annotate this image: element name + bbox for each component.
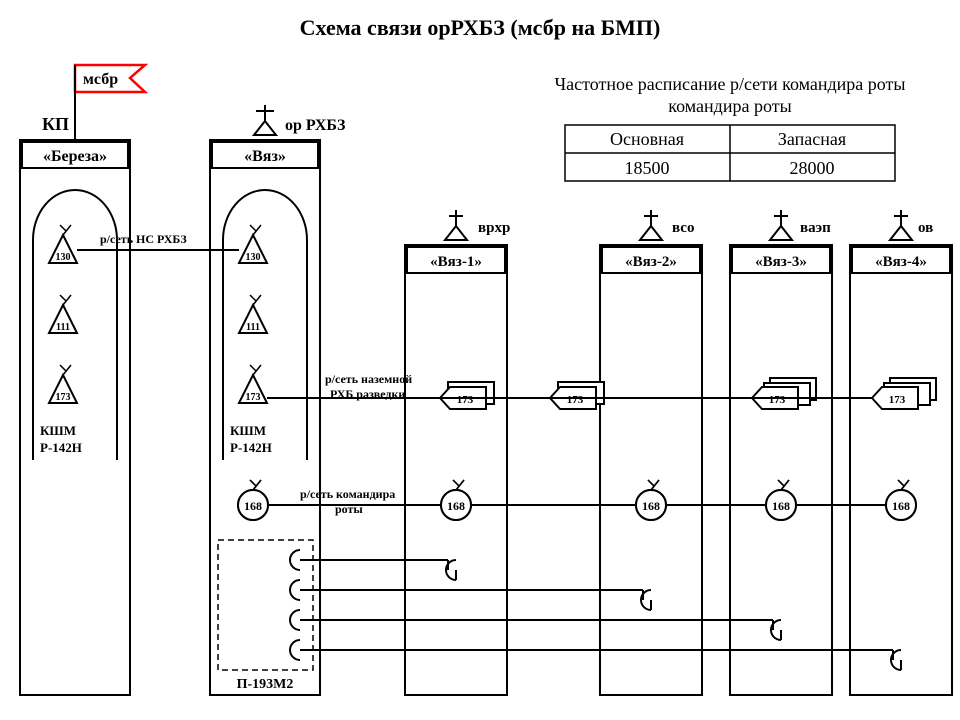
vyaz-name: «Вяз» (244, 148, 286, 165)
freq-caption-2: командира роты (668, 96, 791, 116)
switch-label: П-193М2 (237, 677, 294, 692)
top-marker-icon (445, 210, 467, 240)
svg-text:168: 168 (892, 499, 910, 513)
vyaz-tri130: 130 (246, 252, 261, 263)
block-vyaz2: всо «Вяз-2» 173 168 (550, 210, 702, 695)
kp-label: КП (42, 114, 69, 134)
vyaz4-top: ов (918, 220, 933, 236)
vyaz-kshm-1: КШМ (230, 423, 266, 438)
freq-caption-1: Частотное расписание р/сети командира ро… (554, 74, 905, 94)
freq-val-reserve: 28000 (790, 158, 835, 178)
net-ns-label: р/сеть НС РХБЗ (100, 232, 187, 246)
block-vyaz: ор РХБЗ «Вяз» 130 111 173 КШМ Р-142Н 168… (210, 105, 346, 695)
vyaz3-name: «Вяз-3» (755, 254, 807, 270)
vyaz3-top: ваэп (800, 220, 831, 236)
svg-text:168: 168 (772, 499, 790, 513)
vyaz-tri111: 111 (246, 322, 260, 333)
vyaz2-name: «Вяз-2» (625, 254, 677, 270)
vyaz-kshm-2: Р-142Н (230, 440, 272, 455)
vyaz1-top: врхр (478, 220, 510, 236)
freq-col-reserve: Запасная (778, 129, 846, 149)
block-vyaz4: ов «Вяз-4» 173 168 (850, 210, 952, 695)
block-bereza: «Береза» 130 111 173 КШМ Р-142Н (20, 140, 130, 695)
svg-text:168: 168 (244, 499, 262, 513)
bereza-tri130: 130 (56, 252, 71, 263)
svg-text:168: 168 (642, 499, 660, 513)
vyaz2-a173: 173 (567, 394, 584, 406)
block-vyaz1: врхр «Вяз-1» 173 168 (405, 210, 510, 695)
vyaz1-a173: 173 (457, 394, 474, 406)
vyaz-tri173: 173 (246, 392, 261, 403)
net-ground-2: РХБ разведки (330, 387, 405, 401)
flag-msbr: мсбр (75, 65, 145, 140)
diagram-title: Схема связи орРХБЗ (мсбр на БМП) (300, 15, 661, 40)
top-marker-icon (890, 210, 912, 240)
freq-col-main: Основная (610, 129, 684, 149)
net-ground-1: р/сеть наземной (325, 372, 412, 386)
freq-table: Частотное расписание р/сети командира ро… (554, 74, 905, 181)
svg-text:168: 168 (447, 499, 465, 513)
net-cmd-2: роты (335, 502, 363, 516)
vyaz1-name: «Вяз-1» (430, 254, 482, 270)
top-marker-icon (254, 105, 276, 135)
bereza-tri111: 111 (56, 322, 70, 333)
top-marker-icon (640, 210, 662, 240)
vyaz2-top: всо (672, 220, 694, 236)
net-cmd-1: р/сеть командира (300, 487, 395, 501)
bereza-tri173: 173 (56, 392, 71, 403)
vyaz4-name: «Вяз-4» (875, 254, 927, 270)
top-marker-icon (770, 210, 792, 240)
vyaz4-a173: 173 (889, 394, 906, 406)
freq-val-main: 18500 (625, 158, 670, 178)
vyaz3-a173: 173 (769, 394, 786, 406)
bereza-kshm-2: Р-142Н (40, 440, 82, 455)
flag-label: мсбр (83, 71, 118, 88)
bereza-kshm-1: КШМ (40, 423, 76, 438)
vyaz-top: ор РХБЗ (285, 117, 346, 134)
bereza-name: «Береза» (43, 148, 107, 165)
block-vyaz3: ваэп «Вяз-3» 173 168 (730, 210, 832, 695)
